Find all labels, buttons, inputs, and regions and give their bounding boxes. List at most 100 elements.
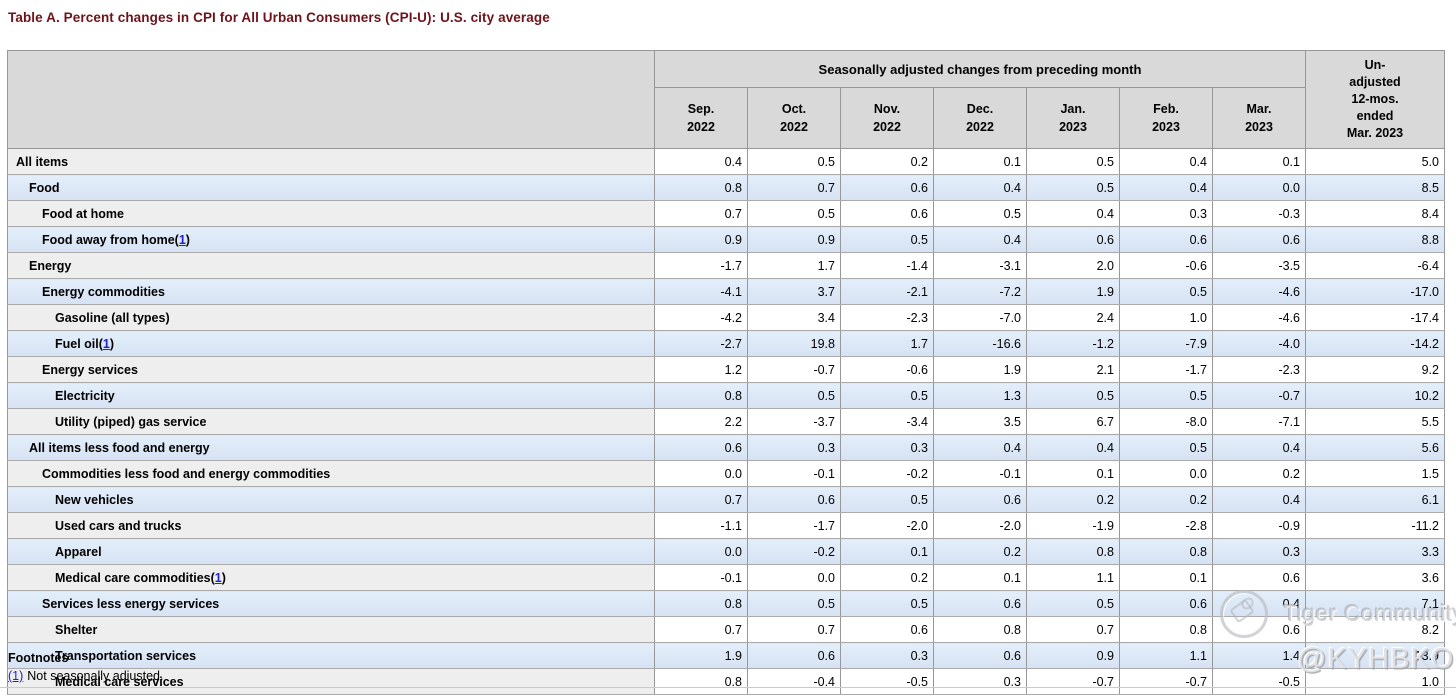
table-row: Transportation services 1.9 0.6 0.3 0.6 0.9 1.… — [7, 642, 1445, 669]
cell-unadjusted: 3.3 — [1305, 538, 1445, 565]
footnote-ref-link[interactable]: 1 — [102, 336, 110, 351]
cell-month-3: -7.0 — [933, 304, 1027, 331]
column-header-month-1: Oct. 2022 — [747, 87, 841, 149]
cell-month-5: 0.3 — [1119, 200, 1213, 227]
row-label-text: Commodities less food and energy commodi… — [42, 466, 331, 481]
column-header-month-3: Dec. 2022 — [933, 87, 1027, 149]
cell-month-4: -1.2 — [1026, 330, 1120, 357]
header-row-months: Sep. 2022 Oct. 2022 Nov. 2022 Dec. 2022 Jan.… — [8, 87, 1445, 149]
cell-month-6: -0.3 — [1212, 200, 1306, 227]
cell-month-4: 0.4 — [1026, 200, 1120, 227]
cell-month-4: 0.6 — [1026, 226, 1120, 253]
cell-month-4: 0.2 — [1026, 486, 1120, 513]
cell-month-0: -1.1 — [654, 512, 748, 539]
cell-unadjusted: 5.6 — [1305, 434, 1445, 461]
cell-month-0: 0.6 — [654, 434, 748, 461]
row-label-text: Energy services — [42, 362, 138, 377]
header-row-group: Seasonally adjusted changes from precedi… — [7, 50, 1445, 149]
cell-month-1: -0.4 — [747, 668, 841, 695]
cell-month-4: 1.1 — [1026, 564, 1120, 591]
cell-month-6: 0.4 — [1212, 590, 1306, 617]
cell-month-3: 0.4 — [933, 434, 1027, 461]
cell-month-6: 0.6 — [1212, 564, 1306, 591]
cell-unadjusted: 7.1 — [1305, 590, 1445, 617]
cell-month-6: -3.5 — [1212, 252, 1306, 279]
cell-month-1: 0.7 — [747, 616, 841, 643]
column-header-month-5: Feb. 2023 — [1119, 87, 1213, 149]
cell-month-4: 0.9 — [1026, 642, 1120, 669]
cell-month-3: 0.8 — [933, 616, 1027, 643]
table-row: Energy services 1.2 -0.7 -0.6 1.9 2.1 -1.7 -2.3… — [7, 356, 1445, 383]
cell-month-2: -0.6 — [840, 356, 934, 383]
cell-month-5: -8.0 — [1119, 408, 1213, 435]
row-label: Energy — [7, 252, 655, 279]
cell-month-2: -0.5 — [840, 668, 934, 695]
cell-month-2: 0.6 — [840, 616, 934, 643]
table-row: Services less energy services 0.8 0.5 0.5 0.… — [7, 590, 1445, 617]
cell-month-0: -4.2 — [654, 304, 748, 331]
cell-month-4: 0.5 — [1026, 148, 1120, 175]
row-label: Utility (piped) gas service — [7, 408, 655, 435]
row-label-text: Energy commodities — [42, 284, 165, 299]
cell-month-2: 0.2 — [840, 148, 934, 175]
row-label-text: All items — [16, 154, 69, 169]
cell-month-0: 0.0 — [654, 460, 748, 487]
cell-month-6: -7.1 — [1212, 408, 1306, 435]
cell-month-1: 0.5 — [747, 148, 841, 175]
row-label: Transportation services — [7, 642, 655, 669]
cell-month-0: -2.7 — [654, 330, 748, 357]
cell-unadjusted: 13.9 — [1305, 642, 1445, 669]
cell-unadjusted: 8.5 — [1305, 174, 1445, 201]
cell-month-1: 0.0 — [747, 564, 841, 591]
cell-month-3: 0.6 — [933, 642, 1027, 669]
cell-month-5: 1.0 — [1119, 304, 1213, 331]
cell-month-6: 1.4 — [1212, 642, 1306, 669]
cell-month-4: 2.4 — [1026, 304, 1120, 331]
row-label: Food — [7, 174, 655, 201]
cell-month-3: 0.6 — [933, 486, 1027, 513]
cell-month-4: 0.8 — [1026, 538, 1120, 565]
column-header-unadjusted: Un- adjusted 12-mos. ended Mar. 2023 — [1305, 50, 1445, 149]
column-group-header: Seasonally adjusted changes from precedi… — [654, 50, 1306, 88]
cell-month-2: 0.2 — [840, 564, 934, 591]
row-label: Gasoline (all types) — [7, 304, 655, 331]
table-row: Commodities less food and energy commodi… — [7, 460, 1445, 487]
cell-month-3: 1.9 — [933, 356, 1027, 383]
cell-unadjusted: 6.1 — [1305, 486, 1445, 513]
footnote-ref-link[interactable]: 1 — [214, 570, 222, 585]
cell-unadjusted: 8.2 — [1305, 616, 1445, 643]
table-row: Food at home 0.7 0.5 0.6 0.5 0.4 0.3 -0.3 8.4 — [7, 200, 1445, 227]
row-label-text: Energy — [29, 258, 72, 273]
row-label: Electricity — [7, 382, 655, 409]
cell-month-2: 0.5 — [840, 486, 934, 513]
cell-month-6: 0.3 — [1212, 538, 1306, 565]
cell-month-5: 0.8 — [1119, 616, 1213, 643]
cell-month-4: 0.5 — [1026, 382, 1120, 409]
cell-month-0: 0.8 — [654, 668, 748, 695]
cell-month-2: 0.5 — [840, 382, 934, 409]
cell-month-5: -0.7 — [1119, 668, 1213, 695]
cell-month-6: 0.4 — [1212, 486, 1306, 513]
footnote-ref-link[interactable]: (1) — [8, 669, 24, 683]
footnote-ref-link[interactable]: 1 — [178, 232, 186, 247]
cell-month-1: 1.7 — [747, 252, 841, 279]
cell-month-2: -1.4 — [840, 252, 934, 279]
cell-month-4: 0.7 — [1026, 616, 1120, 643]
cell-month-6: 0.6 — [1212, 616, 1306, 643]
cell-month-1: 19.8 — [747, 330, 841, 357]
table-row: All items less food and energy 0.6 0.3 0.3 0… — [7, 434, 1445, 461]
cell-month-1: -3.7 — [747, 408, 841, 435]
cell-month-6: -0.5 — [1212, 668, 1306, 695]
table-row: Apparel 0.0 -0.2 0.1 0.2 0.8 0.8 0.3 3.3 — [7, 538, 1445, 565]
cell-month-1: -0.1 — [747, 460, 841, 487]
row-label: Medical care services — [7, 668, 655, 695]
cell-month-5: 1.1 — [1119, 642, 1213, 669]
row-label: All items — [7, 148, 655, 175]
cell-month-2: 0.5 — [840, 590, 934, 617]
row-label: Apparel — [7, 538, 655, 565]
cell-month-5: -2.8 — [1119, 512, 1213, 539]
cell-month-1: 0.6 — [747, 486, 841, 513]
cell-month-4: 1.9 — [1026, 278, 1120, 305]
row-label: Energy services — [7, 356, 655, 383]
cell-month-3: 0.1 — [933, 148, 1027, 175]
